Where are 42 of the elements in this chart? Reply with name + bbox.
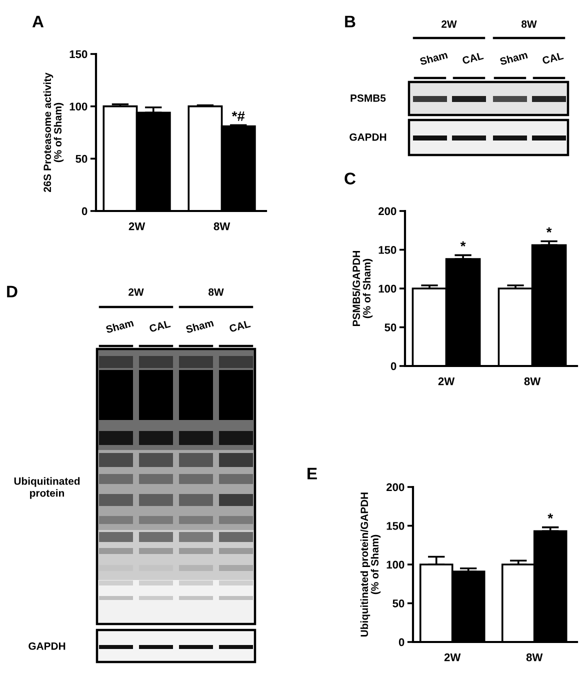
y-tick-label: 150 (386, 522, 404, 530)
annotation: * (546, 227, 552, 233)
text: 2W (442, 20, 457, 28)
chart-title: C (344, 172, 356, 184)
y-axis-title: 26S Proteasome activity (% of Sham) (43, 72, 64, 192)
y-tick-label: 150 (378, 246, 396, 254)
text: 8W (522, 20, 537, 28)
text: CAL (542, 52, 564, 64)
text: Sham (419, 50, 448, 66)
chart-title: A (32, 16, 44, 28)
y-tick-label: 100 (378, 284, 396, 293)
text: GAPDH (28, 642, 66, 650)
y-tick-label: 50 (384, 324, 396, 332)
y-tick-label: 50 (392, 600, 404, 608)
text: Sham (185, 318, 214, 334)
text: CAL (148, 320, 171, 332)
text: Ubiquitinated protein (14, 477, 80, 499)
y-tick-label: 50 (76, 154, 88, 163)
y-tick-label: 100 (386, 560, 404, 569)
y-tick-label: 200 (378, 207, 396, 216)
annotation: * (460, 241, 466, 247)
y-tick-label: 100 (70, 102, 88, 110)
y-axis-title: Ubiquitinated protein/GAPDH (% of Sham) (360, 492, 381, 636)
text: GAPDH (350, 133, 386, 141)
annotation: * (548, 513, 554, 519)
text: B (345, 16, 356, 28)
y-tick-label: 200 (386, 483, 404, 492)
text: D (7, 286, 18, 298)
text: PSMB5 (350, 94, 386, 102)
text: CAL (228, 320, 251, 332)
chart-title: E (308, 468, 317, 480)
text: 8W (208, 288, 224, 296)
y-tick-label: 0 (82, 207, 88, 216)
annotation: *# (232, 111, 245, 121)
y-axis-title: PSMB5/GAPDH (% of Sham) (352, 251, 373, 326)
text: CAL (462, 52, 484, 64)
text: Sham (499, 50, 528, 66)
text: Sham (105, 318, 134, 334)
text: 2W (128, 288, 144, 296)
y-tick-label: 0 (398, 638, 404, 646)
y-tick-label: 150 (70, 50, 88, 58)
y-tick-label: 0 (390, 362, 396, 370)
